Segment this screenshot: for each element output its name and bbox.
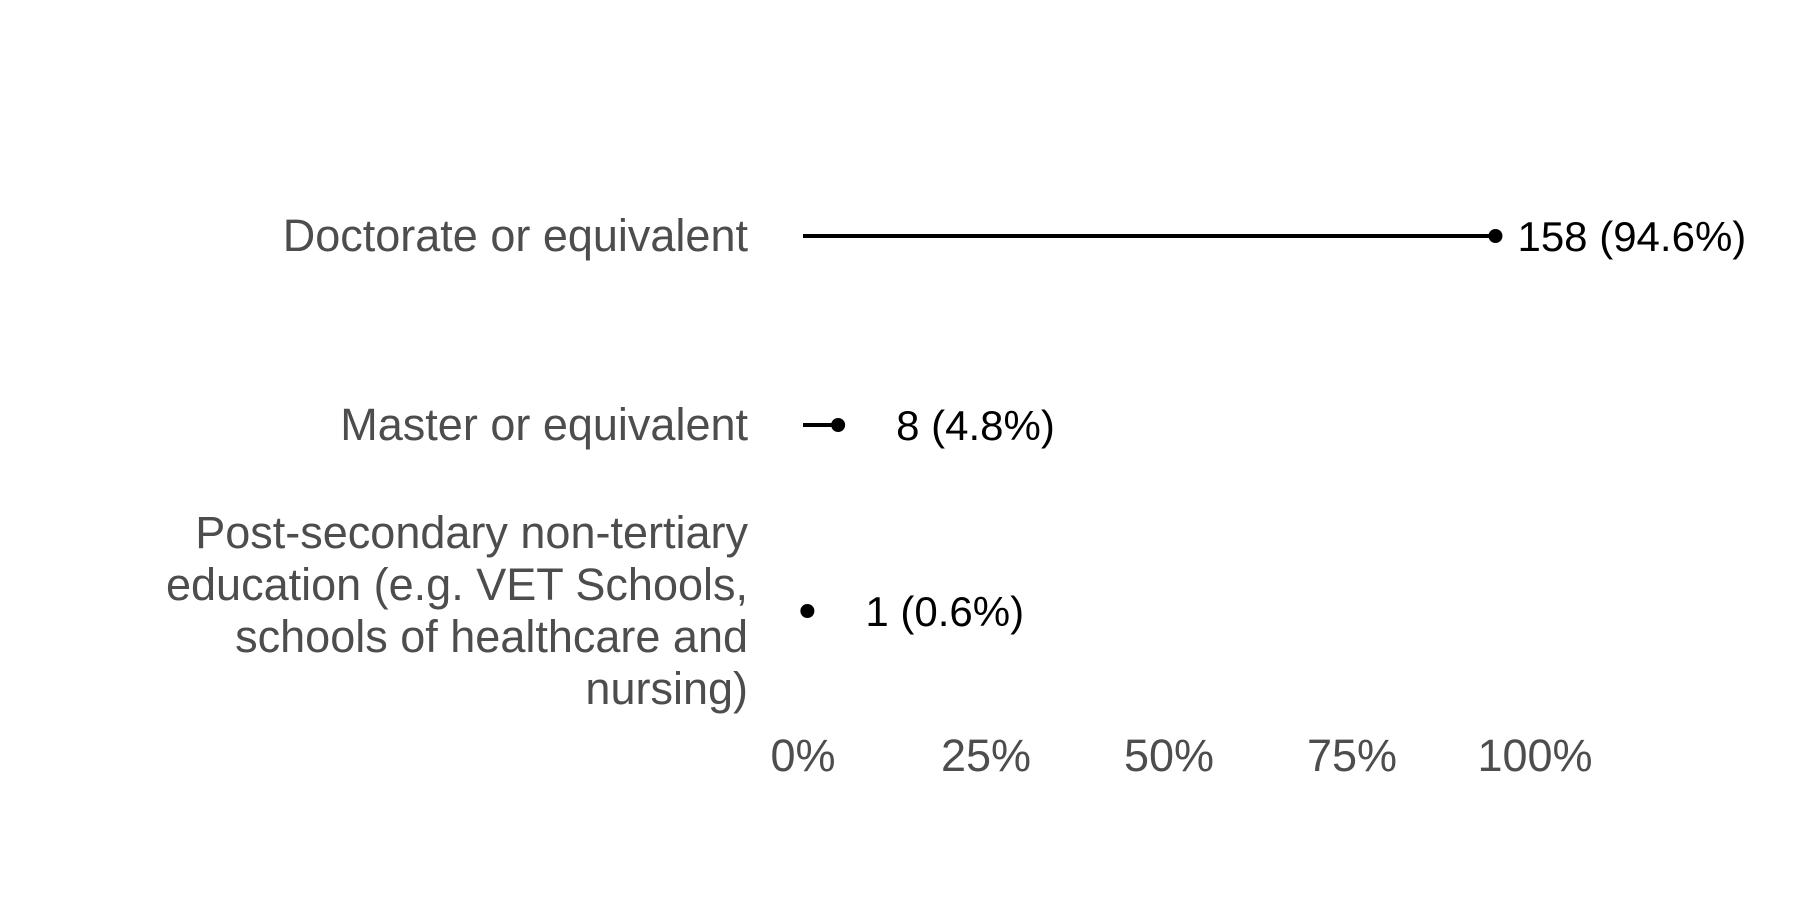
category-label: Post-secondary non-tertiary education (e.… <box>166 507 749 714</box>
lollipop-dot <box>831 418 846 432</box>
x-tick-label: 100% <box>1477 730 1592 781</box>
data-label: 158 (94.6%) <box>1517 213 1746 260</box>
x-tick-label: 75% <box>1307 730 1397 781</box>
lollipop-dot <box>800 604 815 618</box>
data-label: 1 (0.6%) <box>865 588 1024 635</box>
lollipop-dot <box>1488 229 1503 243</box>
category-label: Master or equivalent <box>340 399 748 450</box>
category-labels: Doctorate or equivalent Master or equival… <box>166 210 749 714</box>
category-label-line: Master or equivalent <box>340 399 748 450</box>
x-tick-label: 0% <box>770 730 835 781</box>
category-label-line: education (e.g. VET Schools, <box>166 559 748 610</box>
x-axis-tick-labels: 0% 25% 50% 75% 100% <box>770 730 1592 781</box>
lollipop-dots <box>800 229 1503 618</box>
category-label: Doctorate or equivalent <box>283 210 749 261</box>
category-label-line: schools of healthcare and <box>235 611 748 662</box>
category-label-line: nursing) <box>585 663 748 714</box>
category-label-line: Post-secondary non-tertiary <box>195 507 748 558</box>
x-tick-label: 50% <box>1124 730 1214 781</box>
data-label: 8 (4.8%) <box>896 402 1055 449</box>
category-label-line: Doctorate or equivalent <box>283 210 749 261</box>
data-labels: 158 (94.6%) 8 (4.8%) 1 (0.6%) <box>865 213 1746 635</box>
x-tick-label: 25% <box>941 730 1031 781</box>
